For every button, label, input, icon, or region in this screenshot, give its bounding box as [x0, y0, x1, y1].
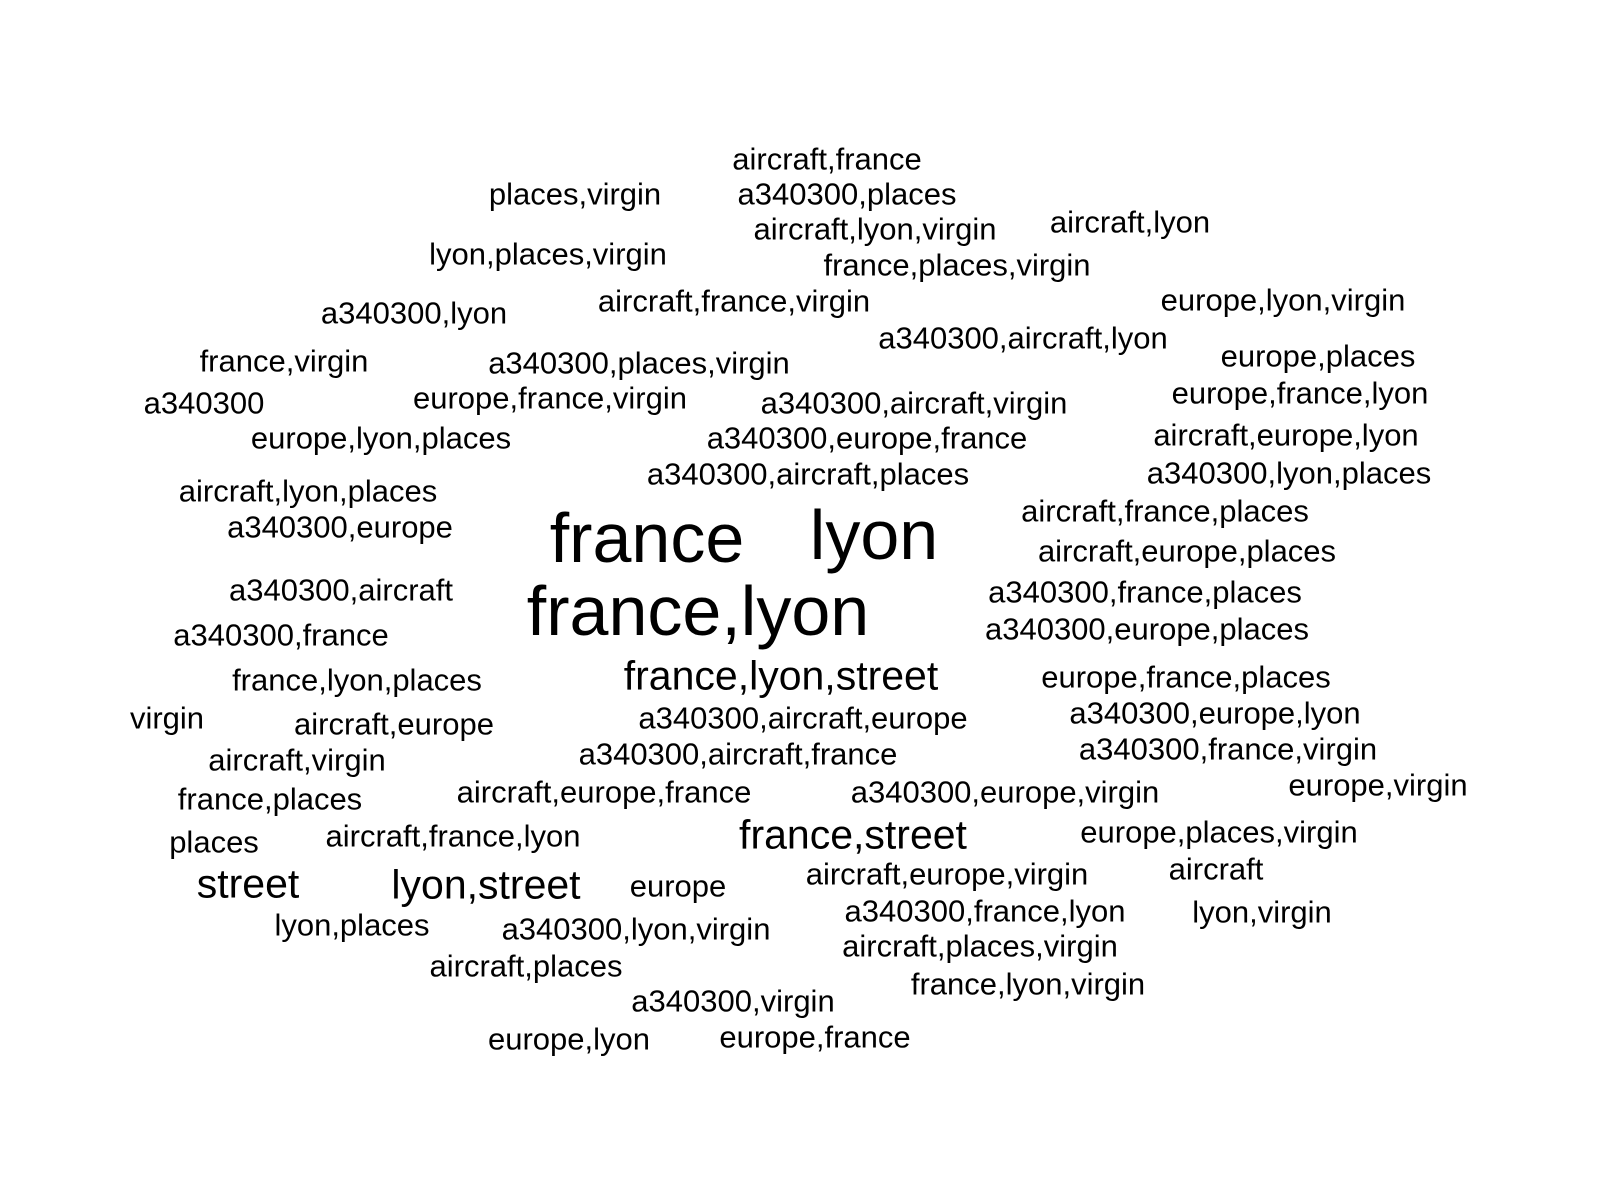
- word-aircraft-europe: aircraft,europe: [294, 706, 494, 742]
- word-lyon-virgin: lyon,virgin: [1192, 894, 1332, 930]
- word-france-lyon-virgin: france,lyon,virgin: [910, 966, 1146, 1002]
- word-europe-france-virgin: europe,france,virgin: [413, 380, 687, 416]
- word-a340300-lyon: a340300,lyon: [320, 295, 508, 331]
- word-a340300-aircraft-europe: a340300,aircraft,europe: [638, 700, 968, 736]
- word-a340300-france: a340300,france: [173, 617, 389, 653]
- word-a340300-france-places: a340300,france,places: [988, 574, 1302, 610]
- word-a340300-europe-france: a340300,europe,france: [706, 420, 1028, 456]
- word-europe-lyon-virgin: europe,lyon,virgin: [1160, 282, 1406, 318]
- word-france-street: france,street: [739, 811, 967, 858]
- word-aircraft-france-virgin: aircraft,france,virgin: [597, 283, 871, 319]
- word-aircraft-places-virgin: aircraft,places,virgin: [842, 928, 1118, 964]
- word-a340300-aircraft: a340300,aircraft: [228, 572, 454, 608]
- word-a340300-france-virgin: a340300,france,virgin: [1078, 731, 1378, 767]
- word-a340300-aircraft-virgin: a340300,aircraft,virgin: [760, 385, 1068, 421]
- word-a340300-europe-lyon: a340300,europe,lyon: [1069, 695, 1361, 731]
- word-aircraft-france-lyon: aircraft,france,lyon: [325, 818, 581, 854]
- word-aircraft-europe-places: aircraft,europe,places: [1037, 533, 1337, 569]
- word-europe-france-places: europe,france,places: [1041, 659, 1331, 695]
- word-aircraft: aircraft: [1168, 851, 1264, 887]
- word-france-places: france,places: [177, 781, 363, 817]
- word-aircraft-virgin: aircraft,virgin: [208, 742, 386, 778]
- word-a340300-europe-places: a340300,europe,places: [984, 611, 1310, 647]
- word-aircraft-europe-virgin: aircraft,europe,virgin: [805, 856, 1089, 892]
- word-a340300-aircraft-france: a340300,aircraft,france: [578, 736, 898, 772]
- word-a340300-places: a340300,places: [737, 176, 957, 212]
- word-street: street: [196, 860, 300, 907]
- word-europe-lyon: europe,lyon: [487, 1021, 651, 1057]
- word-a340300-france-lyon: a340300,france,lyon: [844, 893, 1126, 929]
- word-aircraft-lyon-places: aircraft,lyon,places: [178, 473, 438, 509]
- word-europe-places-virgin: europe,places,virgin: [1080, 814, 1358, 850]
- word-france-lyon: france,lyon: [526, 572, 870, 650]
- word-aircraft-lyon: aircraft,lyon: [1049, 204, 1211, 240]
- word-aircraft-france-places: aircraft,france,places: [1021, 493, 1309, 529]
- word-places: places: [169, 824, 259, 860]
- word-aircraft-europe-lyon: aircraft,europe,lyon: [1153, 417, 1419, 453]
- word-lyon: lyon: [809, 496, 939, 574]
- word-europe-france: europe,france: [719, 1019, 911, 1055]
- word-europe-lyon-places: europe,lyon,places: [250, 420, 512, 456]
- word-europe: europe: [629, 868, 727, 904]
- word-aircraft-lyon-virgin: aircraft,lyon,virgin: [753, 211, 997, 247]
- word-aircraft-places: aircraft,places: [429, 948, 623, 984]
- word-a340300-europe: a340300,europe: [227, 509, 453, 545]
- word-aircraft-europe-france: aircraft,europe,france: [456, 774, 752, 810]
- word-lyon-places: lyon,places: [274, 907, 430, 943]
- word-lyon-places-virgin: lyon,places,virgin: [429, 236, 667, 272]
- word-europe-places: europe,places: [1220, 338, 1416, 374]
- word-a340300-lyon-places: a340300,lyon,places: [1146, 455, 1432, 491]
- word-a340300-places-virgin: a340300,places,virgin: [488, 345, 790, 381]
- word-europe-virgin: europe,virgin: [1288, 767, 1468, 803]
- word-lyon-street: lyon,street: [391, 861, 581, 908]
- word-france-places-virgin: france,places,virgin: [823, 247, 1091, 283]
- word-a340300-aircraft-lyon: a340300,aircraft,lyon: [878, 320, 1168, 356]
- word-aircraft-france: aircraft,france: [732, 141, 922, 177]
- word-virgin: virgin: [129, 700, 205, 736]
- word-a340300-virgin: a340300,virgin: [631, 983, 835, 1019]
- word-france-virgin: france,virgin: [199, 343, 369, 379]
- word-europe-france-lyon: europe,france,lyon: [1171, 375, 1429, 411]
- word-a340300: a340300: [143, 385, 265, 421]
- word-a340300-aircraft-places: a340300,aircraft,places: [646, 456, 970, 492]
- word-places-virgin: places,virgin: [488, 176, 662, 212]
- word-a340300-lyon-virgin: a340300,lyon,virgin: [501, 911, 771, 947]
- word-france: france: [549, 499, 745, 577]
- word-france-lyon-places: france,lyon,places: [232, 662, 482, 698]
- word-a340300-europe-virgin: a340300,europe,virgin: [850, 774, 1160, 810]
- word-france-lyon-street: france,lyon,street: [623, 652, 939, 699]
